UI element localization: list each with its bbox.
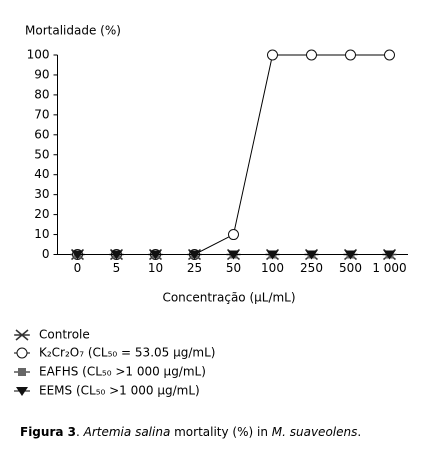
y-tick-label: 70 [34,107,49,121]
series-line [77,54,390,255]
x-tick-label: 1 000 [372,261,406,275]
legend-label: EEMS (CL₅₀ >1 000 µg/mL) [39,384,200,398]
x-tick-label: 25 [187,261,202,275]
x-tick-label: 500 [339,261,362,275]
marker [15,329,29,341]
marker-shape [18,368,26,376]
y-tick-label: 100 [27,48,50,62]
legend-label: Controle [39,328,90,342]
y-tick-label: 90 [34,67,49,81]
marker [110,250,123,260]
marker-shape [344,250,357,260]
caption-part: mortality (%) in [170,425,271,439]
marker [71,250,84,260]
caption-part: . [76,425,84,439]
caption: Figura 3. Artemia salina mortality (%) i… [20,425,361,439]
caption-part: Artemia salina [83,425,171,439]
marker [267,49,278,61]
marker [345,49,356,61]
y-axis-label: Mortalidade (%) [25,24,121,38]
marker [18,368,26,376]
marker [16,387,28,396]
marker-shape [71,250,84,260]
marker [228,229,239,241]
x-tick-label: 250 [300,261,323,275]
marker-shape [306,49,317,61]
marker [306,49,317,61]
caption-part: Figura 3 [20,425,76,439]
marker [305,250,318,260]
y-tick-label: 50 [34,147,49,161]
marker [149,250,162,260]
y-tick-label: 60 [34,127,49,141]
x-axis-label: Concentração (µL/mL) [162,291,295,305]
y-tick-label: 40 [34,167,49,181]
x-tick-label: 0 [74,261,82,275]
marker [384,49,395,61]
marker-shape [383,250,396,260]
y-tick-label: 10 [34,227,49,241]
marker [266,250,279,260]
x-tick-label: 50 [226,261,241,275]
legend-label: EAFHS (CL₅₀ >1 000 µg/mL) [39,365,206,379]
marker-shape [345,49,356,61]
marker-shape [188,250,201,260]
marker-shape [149,250,162,260]
marker [227,250,240,260]
marker [383,250,396,260]
y-tick-label: 30 [34,187,49,201]
caption-part: . [357,425,361,439]
x-tick-label: 100 [261,261,284,275]
marker-shape [16,347,28,359]
legend-label: K₂Cr₂O₇ (CL₅₀ = 53.05 µg/mL) [39,346,215,360]
x-tick-label: 5 [113,261,121,275]
marker-shape [15,329,29,341]
marker-shape [266,250,279,260]
x-tick-label: 10 [148,261,163,275]
marker-shape [305,250,318,260]
marker-shape [16,387,28,396]
marker-shape [110,250,123,260]
marker-shape [384,49,395,61]
y-tick-label: 20 [34,207,49,221]
y-tick-label: 80 [34,87,49,101]
marker [344,250,357,260]
marker-shape [227,250,240,260]
y-tick-label: 0 [42,247,50,261]
marker [16,347,28,359]
marker [188,250,201,260]
caption-part: M. suaveolens [272,425,358,439]
marker-shape [267,49,278,61]
marker-shape [228,229,239,241]
